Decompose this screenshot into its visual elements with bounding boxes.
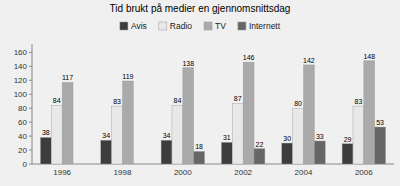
x-axis: 1996 1998 2000 2002 2004 2006 [32,164,394,177]
bar [51,105,62,164]
data-label: 84 [53,97,61,104]
data-label: 142 [303,57,315,64]
y-tick [29,164,32,165]
bar [133,164,144,165]
y-tick [29,136,32,137]
legend-label: Internett [249,21,281,31]
data-label: 30 [283,135,291,142]
y-tick-label: 20 [18,146,27,155]
data-label: 33 [316,133,324,140]
data-label: 87 [234,95,242,102]
y-tick-label: 160 [14,48,28,57]
data-label: 138 [182,60,194,67]
bar [364,61,375,164]
y-axis: 0 20 40 60 80 100 120 140 160 [14,44,32,169]
y-tick-label: 120 [14,76,28,85]
data-label: 29 [344,136,352,143]
bar [161,140,172,164]
x-tick-label: 1996 [53,168,71,177]
chart: Tid brukt på medier en gjennomsnittsdag A… [0,0,400,186]
bar [73,164,84,165]
data-label: 119 [122,73,133,80]
y-tick-label: 40 [18,132,27,141]
x-tick-label: 2002 [234,168,252,177]
legend-swatch [238,22,246,30]
data-label: 84 [174,97,182,104]
y-tick [29,52,32,53]
bar [232,103,243,164]
data-label: 83 [355,98,363,105]
x-tick-label: 2004 [295,168,313,177]
legend-swatch [159,22,167,30]
y-tick-label: 140 [14,62,28,71]
bar [282,143,293,164]
bar [342,144,353,164]
data-label: 83 [113,98,121,105]
legend-label: Radio [170,21,192,31]
data-label: 148 [363,53,375,60]
data-label: 146 [243,54,255,61]
bar [194,151,205,164]
bar [293,108,304,164]
title: Tid brukt på medier en gjennomsnittsdag [110,3,291,14]
legend-label: Avis [131,21,147,31]
y-tick [29,94,32,95]
x-tick-label: 2000 [174,168,192,177]
legend-swatch [120,22,128,30]
legend-label: TV [215,21,226,31]
legend: Avis Radio TV Internett [120,21,281,31]
data-label: 117 [62,74,73,81]
background [0,0,400,186]
y-tick-label: 80 [18,104,27,113]
y-tick [29,80,32,81]
data-label: 53 [376,119,384,126]
bar [243,62,254,164]
bar [172,105,183,164]
bar [112,106,123,164]
data-labels: 38 34 34 31 30 29 84 83 84 87 80 83 117 119 138 146 142 1… [42,53,384,151]
y-tick-label: 100 [14,90,28,99]
data-label: 80 [294,100,302,107]
bar [375,127,386,164]
bar [221,142,232,164]
bar [62,82,73,164]
bars [40,61,385,164]
x-tick-label: 2006 [355,168,373,177]
legend-swatch [204,22,212,30]
y-tick-label: 60 [18,118,27,127]
y-tick [29,66,32,67]
data-label: 34 [163,132,171,139]
data-label: 34 [102,132,110,139]
bar [123,81,134,164]
y-tick [29,108,32,109]
y-axis-line [32,44,33,164]
bar [353,106,364,164]
bar [314,141,325,164]
data-label: 18 [195,143,203,150]
data-label: 38 [42,129,50,136]
y-tick-label: 0 [23,160,28,169]
x-tick-label: 1998 [114,168,132,177]
data-label: 22 [256,141,264,148]
bar [183,68,194,164]
bar [304,65,315,164]
bar [254,149,265,164]
y-tick [29,122,32,123]
bar [40,137,51,164]
y-tick [29,150,32,151]
x-axis-line [32,164,394,165]
data-label: 31 [223,134,231,141]
bar [101,140,112,164]
